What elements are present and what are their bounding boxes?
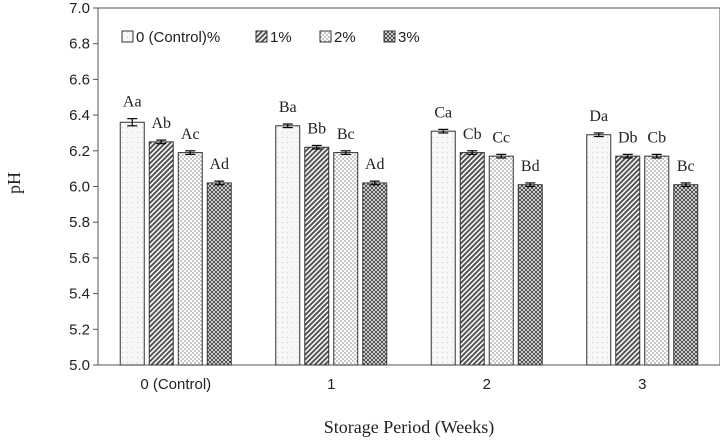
bar-1-2: [459, 152, 485, 366]
bar-2-2: [488, 155, 514, 366]
legend-swatch: [383, 30, 396, 43]
x-tick-label: 0 (Control): [140, 376, 211, 393]
legend-swatch: [121, 30, 134, 43]
data-label: Ad: [209, 156, 229, 173]
y-axis: 5.0 5.2 5.4 5.6 5.8 6.0 6.2 6.4 6.6 6.8 7.0: [69, 0, 98, 374]
data-label: Bc: [337, 126, 355, 143]
x-axis-title: Storage Period (Weeks): [324, 417, 495, 438]
legend-label: 0 (Control)%: [136, 29, 220, 46]
y-tick-label: 5.0: [69, 357, 90, 374]
legend-swatch: [319, 30, 332, 43]
y-tick-label: 7.0: [69, 0, 90, 17]
y-tick-label: 5.6: [69, 250, 90, 267]
legend-label: 1%: [270, 29, 292, 46]
y-tick-label: 6.2: [69, 143, 90, 160]
x-axis: 0 (Control) 1 2 3: [140, 376, 646, 393]
y-tick-label: 6.8: [69, 36, 90, 53]
data-label: Ab: [151, 115, 171, 132]
y-tick-label: 5.8: [69, 214, 90, 231]
data-label: Bc: [677, 158, 695, 175]
bar-2-1: [333, 152, 359, 366]
bar-3-0: [206, 182, 232, 366]
data-label: Bd: [521, 158, 540, 175]
data-label: Da: [589, 108, 608, 125]
data-label: Ca: [434, 104, 452, 121]
bar-0-2: [430, 130, 456, 366]
data-label: Cb: [463, 126, 482, 143]
x-tick-label: 1: [327, 376, 335, 393]
bar-0-0: [119, 121, 145, 366]
y-axis-title: pH: [4, 172, 24, 194]
y-tick-label: 6.0: [69, 179, 90, 196]
bar-3-2: [517, 184, 543, 366]
data-label: Ad: [365, 156, 385, 173]
legend-label: 3%: [398, 29, 420, 46]
bar-1-1: [304, 146, 330, 366]
data-label: Cb: [647, 129, 666, 146]
x-tick-label: 2: [483, 376, 491, 393]
bar-3-3: [673, 184, 699, 366]
bar-1-0: [148, 141, 174, 366]
y-tick-label: 6.4: [69, 107, 90, 124]
bar-1-3: [615, 155, 641, 366]
data-label: Ba: [279, 99, 297, 116]
bar-0-3: [586, 134, 612, 366]
legend-swatch: [255, 30, 268, 43]
data-label: Db: [618, 129, 638, 146]
y-tick-label: 5.2: [69, 321, 90, 338]
bar-3-1: [362, 182, 388, 366]
x-tick-label: 3: [638, 376, 646, 393]
data-label: Cc: [492, 129, 510, 146]
data-label: Ac: [181, 126, 200, 143]
y-tick-label: 6.6: [69, 71, 90, 88]
bar-2-3: [644, 155, 670, 366]
data-label: Aa: [123, 94, 142, 111]
legend: 0 (Control)% 1% 2% 3%: [121, 29, 420, 46]
y-tick-label: 5.4: [69, 286, 90, 303]
legend-label: 2%: [334, 29, 356, 46]
bar-series: Aa Ba Ca Da Ab Bb Cb Db Ac Bc Cc Cb Ad Ad Bd Bc: [119, 94, 699, 366]
bar-0-1: [275, 125, 301, 366]
bar-2-0: [177, 152, 203, 366]
data-label: Bb: [307, 120, 326, 137]
